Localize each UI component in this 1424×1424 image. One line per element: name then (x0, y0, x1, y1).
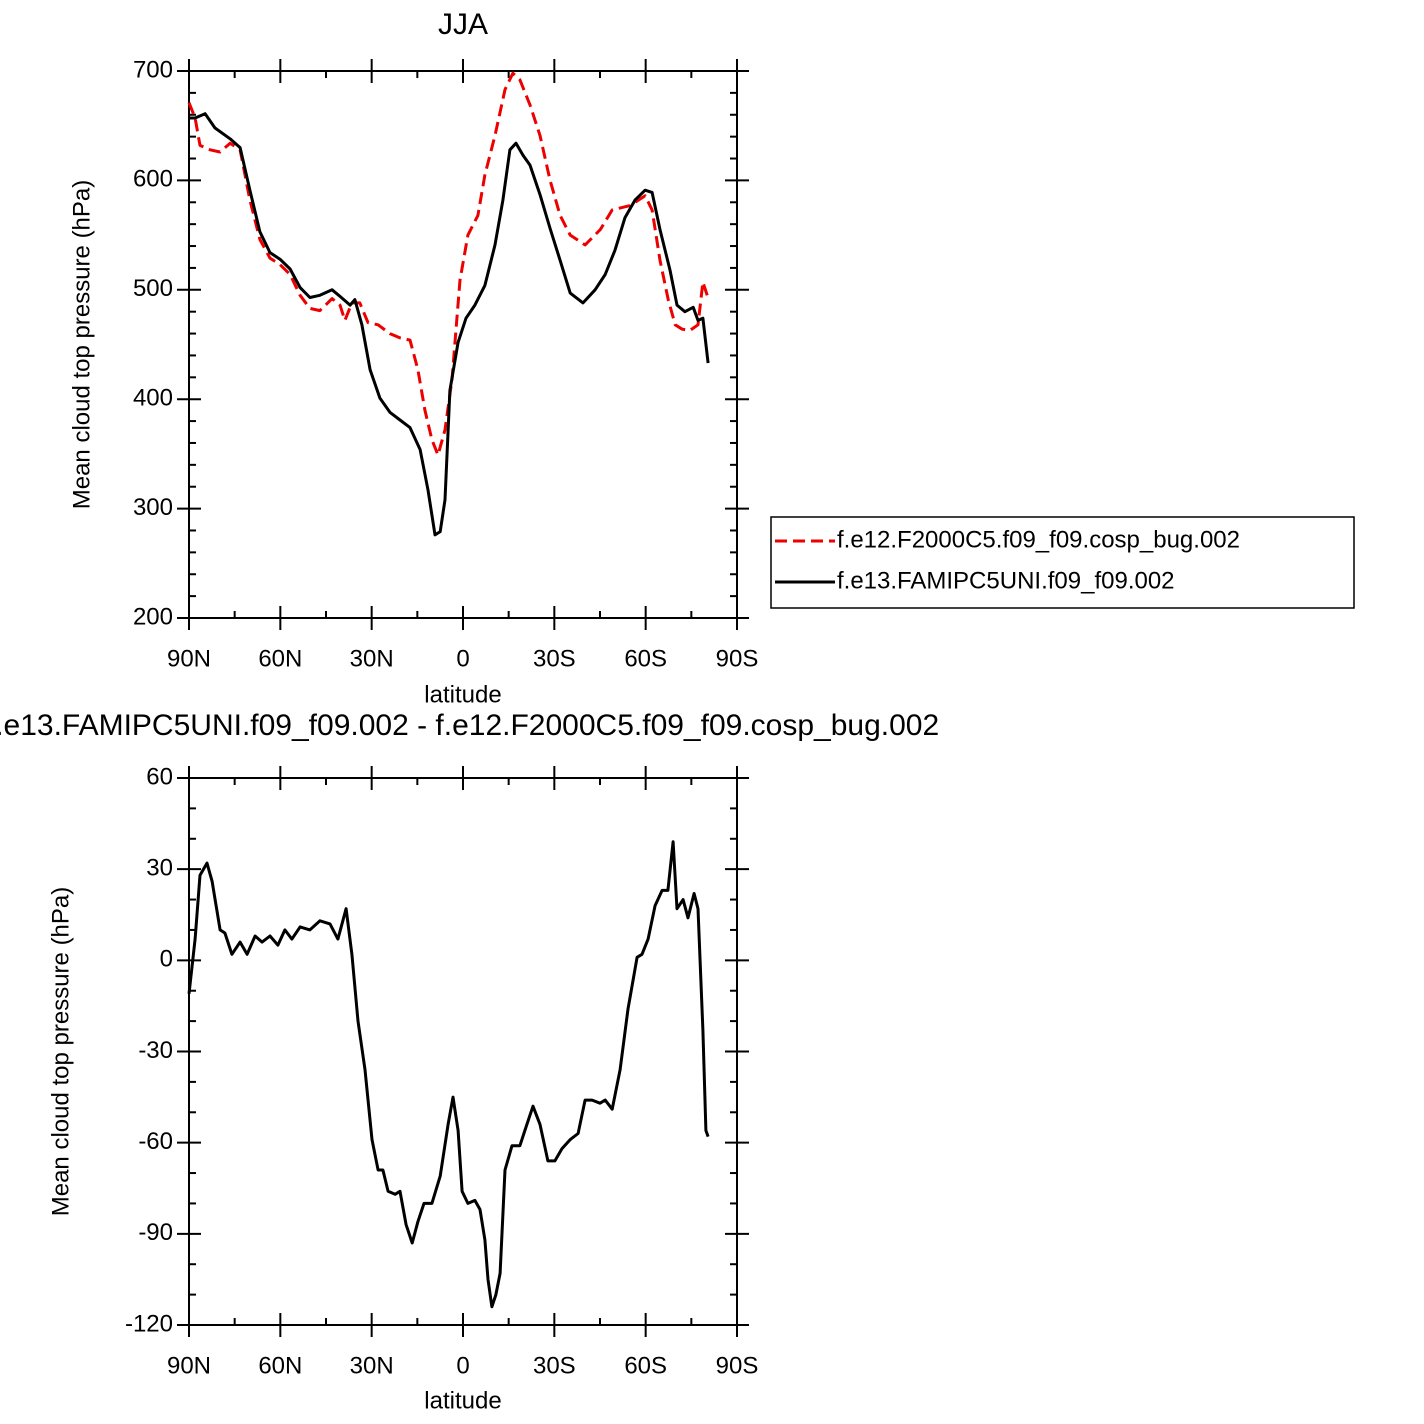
chart-title: f.e13.FAMIPC5UNI.f09_f09.002 - f.e12.F20… (0, 709, 939, 742)
y-tick-label: -60 (138, 1128, 173, 1155)
chart-title: JJA (438, 8, 488, 41)
plot-frame (188, 777, 738, 1326)
legend-box (770, 516, 1355, 609)
y-tick-label: 0 (160, 946, 173, 973)
x-tick-label: 60S (624, 1352, 667, 1379)
x-tick-label: 90N (167, 645, 211, 672)
data-line (189, 112, 710, 537)
y-tick-label: 200 (133, 603, 173, 630)
y-tick-label: -120 (125, 1310, 173, 1337)
plot-frame (188, 70, 738, 619)
y-axis-label: Mean cloud top pressure (hPa) (47, 887, 74, 1217)
x-axis-label: latitude (424, 1387, 501, 1414)
y-tick-label: 400 (133, 385, 173, 412)
y-tick-label: -30 (138, 1037, 173, 1064)
x-tick-label: 90S (716, 1352, 759, 1379)
x-tick-label: 30S (533, 645, 576, 672)
x-tick-label: 60N (258, 645, 302, 672)
x-tick-label: 30N (350, 1352, 394, 1379)
y-tick-label: 600 (133, 166, 173, 193)
x-tick-label: 0 (456, 1352, 469, 1379)
x-tick-label: 30N (350, 645, 394, 672)
x-tick-label: 30S (533, 1352, 576, 1379)
legend-label: f.e12.F2000C5.f09_f09.cosp_bug.002 (837, 526, 1240, 553)
y-tick-label: 500 (133, 275, 173, 302)
x-tick-label: 60N (258, 1352, 302, 1379)
x-tick-label: 90S (716, 645, 759, 672)
x-tick-label: 60S (624, 645, 667, 672)
y-tick-label: 700 (133, 56, 173, 83)
y-tick-label: 300 (133, 494, 173, 521)
legend-label: f.e13.FAMIPC5UNI.f09_f09.002 (837, 567, 1175, 594)
y-axis-label: Mean cloud top pressure (hPa) (68, 180, 95, 510)
y-tick-label: -90 (138, 1219, 173, 1246)
y-tick-label: 60 (146, 763, 173, 790)
x-axis-label: latitude (424, 681, 501, 708)
x-tick-label: 90N (167, 1352, 211, 1379)
data-line (187, 71, 709, 457)
x-tick-label: 0 (456, 645, 469, 672)
data-line (187, 840, 710, 1309)
y-tick-label: 30 (146, 855, 173, 882)
